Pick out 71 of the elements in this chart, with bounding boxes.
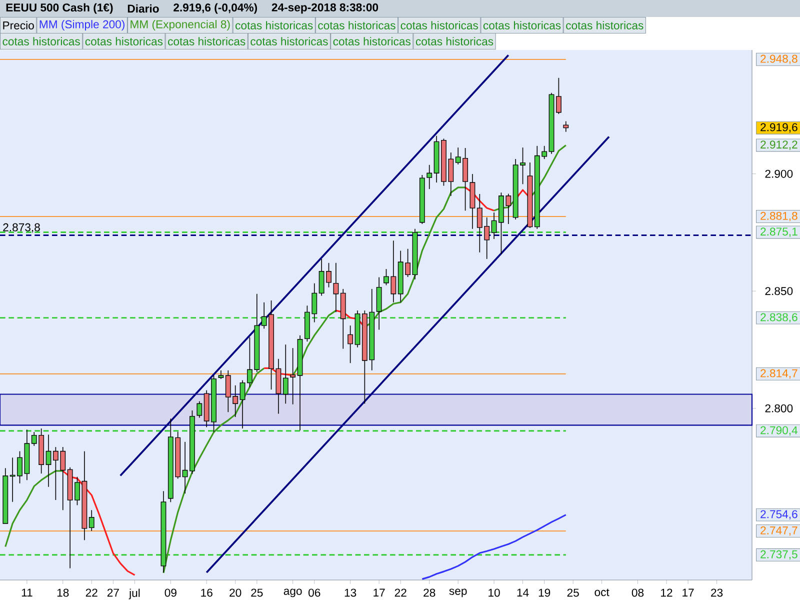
- x-tick-label: 17: [374, 588, 385, 597]
- text: cotas historicas: [400, 21, 478, 30]
- text: cotas historicas: [2, 37, 80, 46]
- x-tick-label: 14: [517, 588, 529, 597]
- text: cotas historicas: [236, 21, 313, 30]
- x-tick-label: 28: [424, 588, 436, 597]
- y-tick-label: 2.800: [765, 404, 793, 412]
- candlestick: [46, 434, 52, 488]
- text: cotas historicas: [483, 21, 561, 30]
- x-tick-label: sep: [449, 588, 467, 598]
- x-tick-label: 12: [661, 588, 672, 597]
- ref-line-label: 2.948,8: [760, 54, 798, 64]
- text: cotas historicas: [416, 37, 494, 46]
- x-tick-label: 18: [57, 588, 69, 597]
- text: 2.912,2: [760, 140, 798, 150]
- text: MM (Simple 200): [40, 20, 124, 31]
- x-tick-label: 20: [230, 588, 242, 597]
- ref-line-label: 2.873,8: [3, 223, 40, 233]
- ref-line-label: 2.790,4: [760, 426, 798, 436]
- x-tick-label: 10: [488, 588, 500, 597]
- ref-line-label: 2.875,1: [760, 228, 798, 237]
- y-tick-label: 2.900: [765, 170, 793, 178]
- candlestick: [282, 344, 288, 404]
- text: cotas historicas: [168, 37, 246, 46]
- chart-title: EEUU 500 Cash (1€): [6, 3, 113, 14]
- ref-line-label: 2.814,7: [760, 369, 798, 379]
- ref-line-label: 2.881,8: [760, 212, 798, 222]
- chart-subtitle: Diario: [128, 4, 159, 13]
- text: cotas historicas: [85, 37, 163, 46]
- text: 2.754,6: [760, 510, 798, 520]
- x-tick-label: 11: [22, 588, 32, 597]
- x-tick-label: ago: [284, 588, 302, 598]
- candlestick: [196, 400, 202, 418]
- text: Precio: [3, 21, 34, 30]
- ref-line-label: 2.838,6: [760, 313, 798, 323]
- candlestick: [563, 120, 569, 132]
- text: cotas historicas: [333, 37, 410, 46]
- candlestick: [348, 325, 354, 364]
- x-tick-label: 17: [682, 588, 694, 597]
- x-tick-label: 23: [711, 588, 723, 597]
- x-tick-label: 09: [164, 588, 176, 597]
- x-tick-label: 25: [251, 588, 263, 597]
- x-tick-label: 13: [344, 588, 356, 597]
- candlestick: [88, 510, 94, 532]
- candlestick: [556, 78, 562, 114]
- x-tick-label: 08: [632, 588, 644, 597]
- x-tick-label: 06: [308, 588, 320, 597]
- text: 24-sep-2018 8:38:00: [272, 3, 378, 14]
- candlestick: [491, 212, 497, 240]
- x-tick-label: 22: [394, 588, 406, 597]
- line-series: [421, 514, 567, 580]
- x-tick-label: 16: [201, 588, 212, 597]
- text: 2.919,6: [760, 123, 798, 133]
- candlestick: [240, 380, 246, 429]
- x-tick-label: 19: [538, 588, 550, 597]
- candlestick: [182, 441, 188, 494]
- x-tick-label: 25: [567, 588, 579, 597]
- candlestick: [290, 348, 296, 405]
- ref-line-label: 2.747,7: [760, 526, 798, 536]
- y-tick-label: 2.850: [765, 287, 793, 296]
- x-tick-label: 22: [86, 588, 98, 597]
- candlestick: [333, 262, 339, 313]
- text: 2.919,6 (-0,04%): [174, 3, 257, 14]
- x-tick-label: oct: [594, 588, 610, 596]
- x-tick-label: jul: [128, 588, 140, 600]
- text: cotas historicas: [250, 37, 328, 46]
- text: MM (Exponencial 8): [130, 20, 230, 31]
- text: cotas historicas: [318, 21, 396, 30]
- text: cotas historicas: [566, 21, 644, 30]
- x-tick-label: 27: [107, 588, 119, 597]
- ref-line-label: 2.737,5: [760, 550, 798, 560]
